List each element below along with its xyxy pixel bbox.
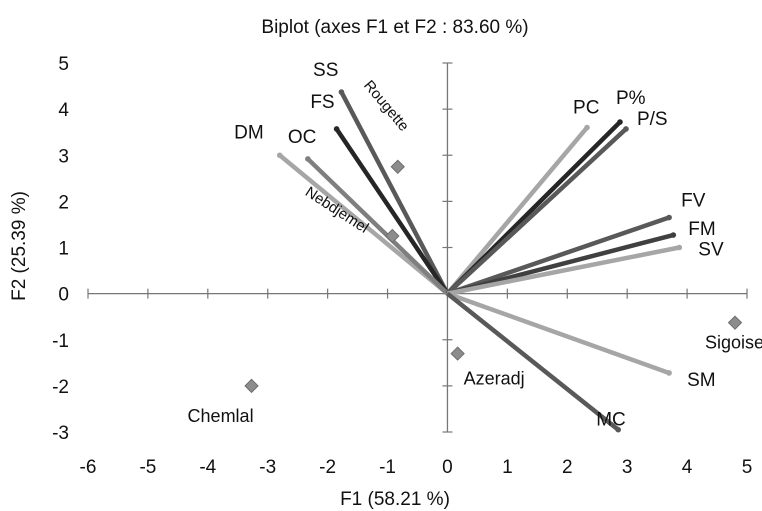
observation-marker [385, 228, 400, 244]
vector-label: P/S [637, 109, 668, 130]
y-tick-label: 5 [58, 54, 69, 75]
vector-label: OC [288, 127, 317, 148]
vector-tip [623, 126, 629, 132]
vector-oc [306, 157, 450, 296]
x-tick-label: 0 [442, 457, 453, 478]
variable-vectors [276, 89, 683, 433]
vector-tip [276, 152, 283, 159]
vector-label: P% [616, 88, 646, 109]
vector-tip [333, 126, 340, 132]
y-tick-label: 4 [58, 100, 69, 121]
vector-label: SS [313, 60, 338, 81]
observation-label: Chemlal [188, 406, 254, 426]
vector-tip [666, 370, 672, 376]
y-tick-label: -1 [52, 331, 69, 352]
axes [87, 62, 748, 433]
vector-label: DM [234, 122, 264, 143]
observation-points [244, 159, 743, 394]
observation-label: Sigoise [705, 333, 762, 353]
x-tick-label: 3 [622, 457, 633, 478]
vector-sm [446, 291, 670, 376]
vector-tip [617, 119, 623, 125]
vector-label: FS [310, 92, 334, 113]
vector-fv [446, 215, 670, 296]
vector-sv [447, 245, 680, 296]
vector-label: MC [596, 410, 626, 431]
vector-label: PC [573, 98, 599, 119]
vector-label: FV [681, 191, 706, 212]
x-tick-label: 1 [502, 457, 513, 478]
x-tick-label: -1 [379, 457, 396, 478]
x-tick-label: -6 [80, 457, 97, 478]
vector-pc [445, 126, 589, 296]
vector-mc [446, 291, 620, 432]
vector-tip [584, 124, 590, 131]
vector-label: FM [688, 219, 715, 240]
observation-marker [390, 159, 405, 174]
observation-marker [727, 315, 743, 330]
y-tick-label: 1 [58, 239, 69, 260]
vector-fs [334, 127, 450, 295]
x-tick-label: 5 [742, 457, 753, 478]
x-tick-label: -4 [199, 457, 216, 478]
vector-ss [339, 91, 450, 295]
vector-tip [615, 426, 621, 433]
vector-label: SV [698, 240, 724, 261]
vector-ps [445, 127, 628, 296]
y-axis-title: F2 (25.39 %) [9, 191, 30, 301]
vector-label: SM [687, 370, 716, 391]
x-axis-title: F1 (58.21 %) [340, 489, 450, 510]
y-tick-label: 3 [58, 146, 69, 167]
vector-tip [666, 214, 672, 221]
vector-tip [670, 232, 677, 238]
chart-title: Biplot (axes F1 et F2 : 83.60 %) [261, 17, 528, 38]
vector-tip [305, 156, 311, 162]
observation-label: Rougette [360, 77, 412, 135]
observation-label: Azeradj [464, 369, 525, 389]
observation-marker [244, 378, 259, 394]
y-tick-label: 2 [58, 192, 69, 213]
vector-tip [676, 244, 683, 251]
vector-dm [278, 153, 449, 296]
x-tick-label: -5 [139, 457, 156, 478]
x-tick-label: 2 [562, 457, 573, 478]
x-tick-label: 4 [682, 457, 693, 478]
y-tick-label: 0 [58, 285, 69, 306]
y-tick-label: -2 [52, 377, 69, 398]
x-tick-label: -3 [259, 457, 276, 478]
tick-labels: -6 -5 -4 -3 -2 -1 0 1 2 3 4 5 -3 -2 -1 0 1 2 3 4 5 [52, 54, 752, 478]
y-tick-label: -3 [52, 423, 69, 444]
x-tick-label: -2 [319, 457, 336, 478]
observation-marker [450, 346, 465, 361]
vector-tip [338, 89, 345, 95]
